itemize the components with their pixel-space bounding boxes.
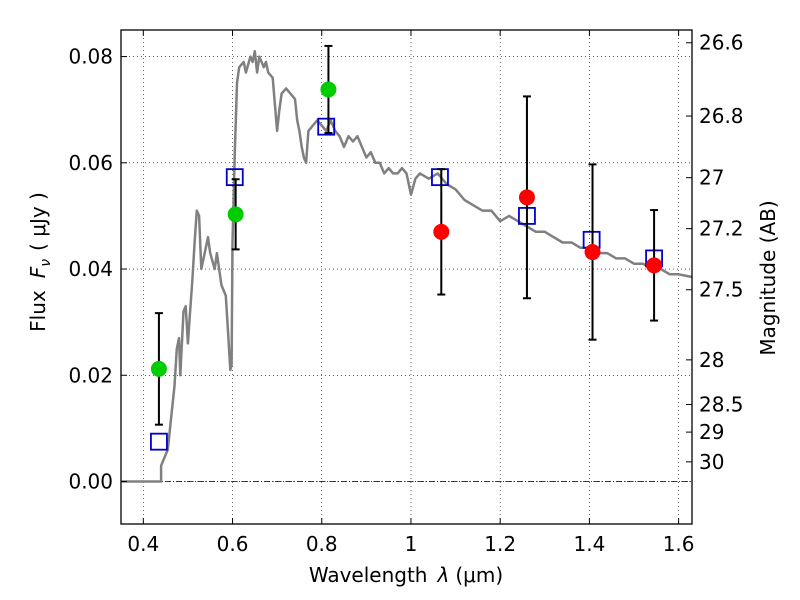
y-tick-label: 0.04: [68, 257, 113, 281]
observed-point: [646, 257, 663, 274]
y2-tick-label: 28: [699, 348, 724, 372]
y2-tick-label: 30: [699, 450, 724, 474]
y2-tick-label: 27: [699, 166, 724, 190]
y2-tick-label: 26.8: [699, 104, 744, 128]
y-tick-label: 0.02: [68, 363, 113, 387]
x-tick-label: 0.8: [306, 532, 338, 556]
x-tick-label: 1.6: [663, 532, 695, 556]
observed-point: [433, 223, 450, 240]
chart-series: [121, 44, 693, 483]
y2-tick-label: 26.6: [699, 31, 744, 55]
y-tick-label: 0.00: [68, 470, 113, 494]
observed-point: [518, 189, 535, 206]
y2-tick-label: 27.5: [699, 278, 744, 302]
observed-point: [150, 360, 167, 377]
axis-ticks: 0.4 0.6 0.8 1 1.2 1.4 1.6 0.00 0.02 0.04 0.06 0.08 2…: [68, 30, 744, 556]
observed-point: [584, 244, 601, 261]
model-photometry-square: [317, 117, 336, 136]
y-axis-title: FluxFν( μJy ): [26, 192, 54, 332]
x-tick-label: 1.2: [484, 532, 516, 556]
y2-axis-title: Magnitude (AB): [756, 200, 780, 355]
x-axis-title: Wavelength λ (μm): [309, 563, 503, 587]
y2-tick-label: 29: [699, 420, 724, 444]
y-tick-label: 0.08: [68, 45, 113, 69]
y2-tick-label: 27.2: [699, 217, 744, 241]
model-photometry-square: [150, 432, 168, 451]
y-tick-label: 0.06: [68, 151, 113, 175]
y2-tick-label: 28.5: [699, 392, 744, 416]
observed-point: [227, 206, 244, 223]
x-tick-label: 0.4: [127, 532, 159, 556]
sed-model-line: [121, 49, 693, 483]
plot-frame: [120, 29, 693, 525]
x-tick-label: 0.6: [217, 532, 249, 556]
x-tick-label: 1.4: [573, 532, 605, 556]
x-tick-label: 1: [405, 532, 418, 556]
grid-lines: [121, 30, 692, 524]
observed-point: [320, 81, 337, 98]
